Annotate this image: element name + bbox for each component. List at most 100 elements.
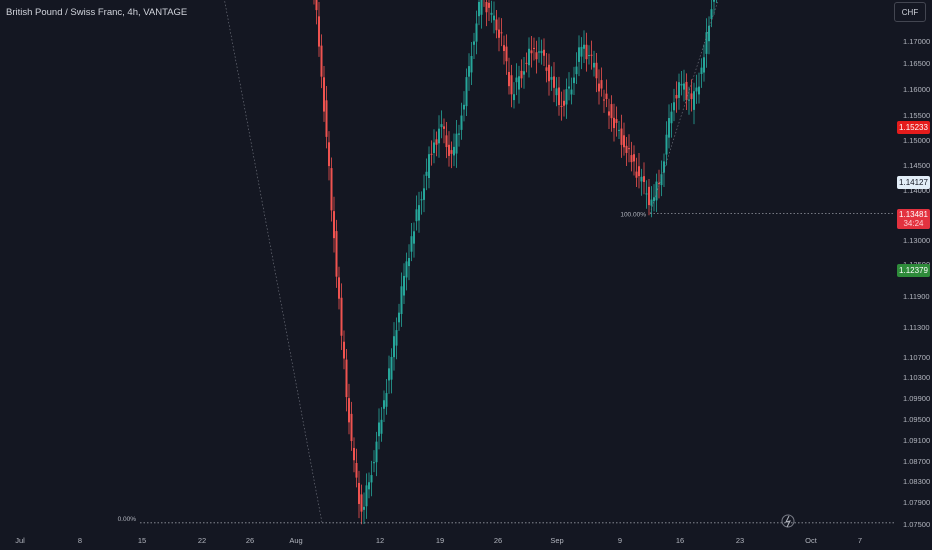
time-tick-label: 26 bbox=[246, 536, 254, 545]
candle-body bbox=[325, 100, 328, 137]
candle-body bbox=[428, 154, 430, 179]
candle-body bbox=[315, 0, 318, 11]
candle-body bbox=[405, 261, 408, 278]
candle-body bbox=[363, 506, 365, 510]
fib-trendline-left bbox=[224, 0, 323, 523]
candle-body bbox=[498, 29, 500, 38]
candle-body bbox=[345, 359, 348, 398]
candle-body bbox=[563, 100, 565, 106]
candle-body bbox=[320, 45, 323, 77]
candle-body bbox=[710, 9, 713, 19]
candle-body bbox=[703, 57, 705, 73]
candle-body bbox=[578, 47, 580, 62]
candle-body bbox=[590, 54, 593, 56]
sell-entry-price-badge: 1.14127 bbox=[897, 176, 930, 189]
candle-body bbox=[505, 46, 508, 62]
fib-label-right: 100.00% bbox=[620, 211, 646, 218]
candle-body bbox=[633, 154, 635, 162]
candle-body bbox=[473, 41, 475, 45]
candle-body bbox=[493, 15, 495, 21]
candle-body bbox=[515, 77, 518, 83]
candle-body bbox=[670, 111, 673, 124]
currency-button[interactable]: CHF bbox=[894, 2, 926, 22]
candle-body bbox=[323, 77, 325, 112]
stop-loss-price-badge: 1.15233 bbox=[897, 121, 930, 134]
candle-body bbox=[418, 205, 420, 221]
price-tick-label: 1.08700 bbox=[903, 457, 930, 466]
candle-body bbox=[360, 494, 363, 512]
candle-body bbox=[395, 330, 398, 346]
candle-body bbox=[628, 148, 630, 150]
time-tick-label: 23 bbox=[736, 536, 744, 545]
candle-body bbox=[548, 64, 550, 82]
price-tick-label: 1.09900 bbox=[903, 394, 930, 403]
candle-body bbox=[350, 413, 353, 442]
candle-body bbox=[500, 32, 503, 34]
candle-body bbox=[685, 81, 688, 101]
price-tick-label: 1.11900 bbox=[903, 292, 930, 301]
candle-body bbox=[680, 83, 683, 86]
candle-body bbox=[420, 199, 423, 201]
candle-body bbox=[600, 80, 603, 89]
candle-body bbox=[438, 128, 440, 144]
candle-body bbox=[673, 102, 675, 111]
candle-body bbox=[700, 67, 703, 74]
lightning-icon[interactable] bbox=[781, 514, 795, 528]
candle-body bbox=[675, 95, 678, 99]
candle-body bbox=[365, 485, 368, 507]
time-tick-label: Oct bbox=[805, 536, 818, 545]
candle-body bbox=[415, 209, 418, 222]
candle-body bbox=[593, 62, 595, 68]
candle-body bbox=[383, 400, 385, 409]
price-tick-label: 1.16500 bbox=[903, 59, 930, 68]
candle-body bbox=[510, 75, 513, 95]
candle-body bbox=[568, 86, 570, 89]
price-tick-label: 1.17000 bbox=[903, 37, 930, 46]
candle-body bbox=[553, 76, 555, 88]
candle-body bbox=[530, 50, 533, 54]
candle-body bbox=[468, 66, 470, 77]
candle-body bbox=[570, 89, 573, 95]
candle-body bbox=[693, 91, 695, 110]
candle-body bbox=[380, 419, 383, 434]
candle-body bbox=[480, 0, 483, 15]
candle-body bbox=[580, 46, 583, 57]
candle-body bbox=[338, 277, 340, 299]
candle-body bbox=[655, 181, 658, 201]
candle-body bbox=[400, 286, 403, 315]
candle-body bbox=[458, 133, 460, 135]
candle-body bbox=[560, 105, 563, 107]
price-tick-label: 1.15000 bbox=[903, 136, 930, 145]
candle-body bbox=[668, 118, 670, 138]
candle-body bbox=[470, 56, 473, 73]
candle-body bbox=[625, 145, 628, 153]
time-tick-label: 26 bbox=[494, 536, 502, 545]
time-tick-label: 16 bbox=[676, 536, 684, 545]
fib-trendline-right bbox=[649, 0, 719, 214]
time-tick-label: 12 bbox=[376, 536, 384, 545]
candle-body bbox=[678, 82, 680, 98]
candle-body bbox=[523, 71, 525, 75]
candle-body bbox=[598, 83, 600, 92]
symbol-title[interactable]: British Pound / Swiss Franc, 4h, VANTAGE bbox=[6, 7, 188, 18]
candle-body bbox=[385, 393, 388, 407]
time-tick-label: Aug bbox=[289, 536, 302, 545]
price-tick-label: 1.09500 bbox=[903, 415, 930, 424]
candle-body bbox=[538, 51, 540, 53]
candle-body bbox=[535, 52, 538, 60]
time-tick-label: Jul bbox=[15, 536, 25, 545]
price-tick-label: 1.13000 bbox=[903, 236, 930, 245]
price-tick-label: 1.09100 bbox=[903, 436, 930, 445]
time-tick-label: 9 bbox=[618, 536, 622, 545]
candle-body bbox=[520, 70, 523, 79]
candle-body bbox=[460, 115, 463, 130]
candle-body bbox=[543, 49, 545, 56]
candle-body bbox=[403, 275, 405, 296]
candle-body bbox=[613, 117, 615, 129]
current-price-value: 1.13481 bbox=[899, 210, 928, 219]
candle-body bbox=[620, 128, 623, 145]
candle-body bbox=[503, 45, 505, 52]
candle-body bbox=[375, 441, 378, 463]
time-tick-label: Sep bbox=[550, 536, 563, 545]
